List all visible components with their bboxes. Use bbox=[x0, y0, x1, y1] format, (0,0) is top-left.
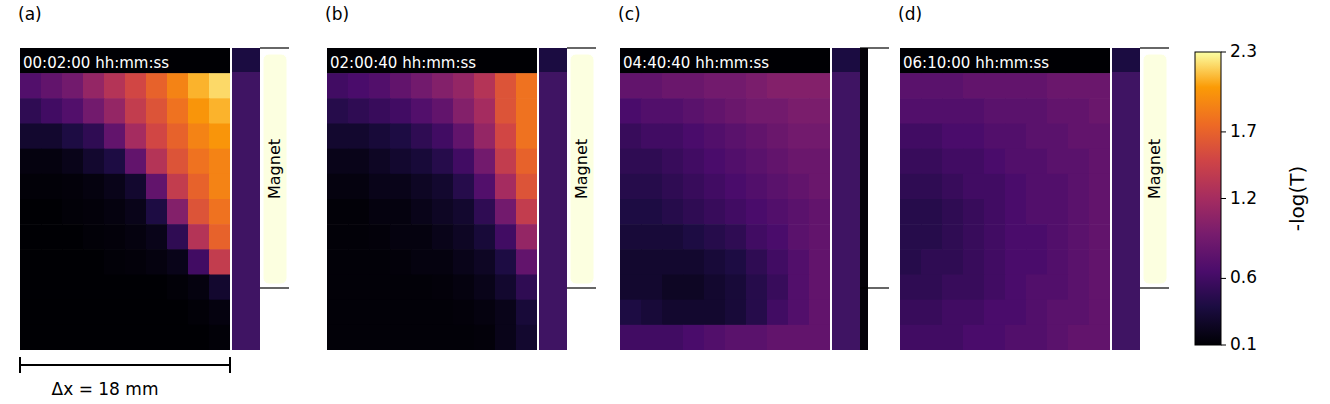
svg-text:(c): (c) bbox=[618, 4, 641, 24]
svg-text:Δx = 18 mm: Δx = 18 mm bbox=[52, 379, 159, 399]
svg-text:(b): (b) bbox=[325, 4, 349, 24]
svg-text:00:02:00 hh:mm:ss: 00:02:00 hh:mm:ss bbox=[23, 54, 169, 72]
svg-text:06:10:00 hh:mm:ss: 06:10:00 hh:mm:ss bbox=[903, 54, 1049, 72]
svg-text:02:00:40 hh:mm:ss: 02:00:40 hh:mm:ss bbox=[330, 54, 476, 72]
svg-text:-log(T): -log(T) bbox=[1285, 166, 1309, 232]
svg-text:04:40:40 hh:mm:ss: 04:40:40 hh:mm:ss bbox=[623, 54, 769, 72]
svg-text:1.2: 1.2 bbox=[1230, 188, 1257, 208]
svg-text:0.6: 0.6 bbox=[1230, 267, 1257, 287]
svg-text:Magnet: Magnet bbox=[1145, 139, 1164, 199]
svg-text:(d): (d) bbox=[898, 4, 922, 24]
svg-text:(a): (a) bbox=[18, 4, 42, 24]
svg-text:Magnet: Magnet bbox=[265, 139, 284, 199]
svg-text:Magnet: Magnet bbox=[572, 139, 591, 199]
svg-text:2.3: 2.3 bbox=[1230, 41, 1257, 61]
svg-text:1.7: 1.7 bbox=[1230, 121, 1257, 141]
svg-text:0.1: 0.1 bbox=[1230, 334, 1257, 354]
